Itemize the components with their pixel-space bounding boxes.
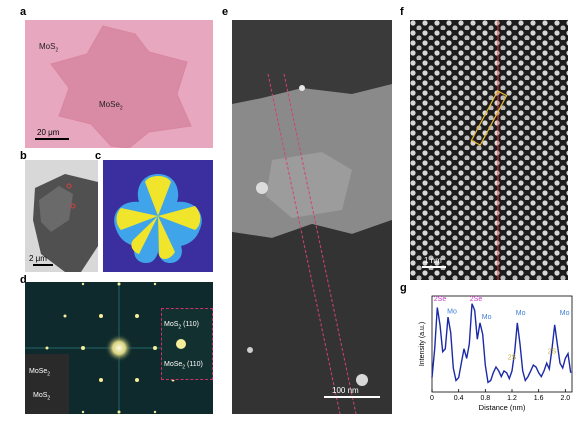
panel-e-stem-image: 100 nm bbox=[232, 20, 392, 414]
peak-annotation: Mo bbox=[516, 310, 526, 317]
x-tick-label: 0.4 bbox=[454, 395, 464, 402]
peak-annotation: 2S bbox=[548, 349, 557, 356]
peak-annotation: Mo bbox=[482, 314, 492, 321]
panel-f-haadf-image: 1 nm bbox=[410, 20, 568, 280]
peak-annotation: 2S bbox=[508, 354, 517, 361]
panel-c-schematic bbox=[103, 160, 213, 272]
panel-a-flake bbox=[50, 25, 192, 148]
panel-e-scale-bar bbox=[324, 396, 380, 398]
panel-d-lower-inset: MoSe2 MoS2 bbox=[25, 354, 69, 414]
panel-g-intensity-chart: 0 0.4 0.8 1.2 1.6 2.0 Distance (nm) Intensity (… bbox=[419, 295, 573, 412]
peak-annotation: 2Se bbox=[434, 296, 447, 303]
panel-label-c: c bbox=[95, 150, 102, 162]
panel-a-scale-label: 20 μm bbox=[37, 128, 60, 137]
y-axis-label: Intensity (a.u.) bbox=[419, 322, 426, 366]
panel-d-diffraction-pattern bbox=[25, 282, 213, 414]
panel-d-lower-mose2-label: MoSe2 bbox=[29, 368, 51, 378]
panel-label-e: e bbox=[222, 6, 229, 18]
plot-frame bbox=[431, 295, 573, 393]
panel-f-scale-bar bbox=[422, 266, 446, 268]
panel-d-lower-mos2-label: MoS2 bbox=[33, 392, 51, 402]
panel-f-scale-label: 1 nm bbox=[424, 256, 442, 265]
panel-d-inset-mos2-label: MoS2 (110) bbox=[164, 321, 199, 331]
panel-d-inset-box: MoS2 (110) MoSe2 (110) bbox=[161, 308, 213, 380]
panel-label-g: g bbox=[400, 282, 407, 294]
peak-annotation: Mo bbox=[447, 308, 457, 315]
panel-b-tem-image: 2 μm bbox=[25, 160, 98, 272]
panel-a-mos2-label: MoS2 bbox=[39, 42, 59, 54]
panel-e-domains bbox=[232, 20, 392, 414]
panel-d-inset-mose2-label: MoSe2 (110) bbox=[164, 361, 203, 371]
panel-e-scale-label: 100 nm bbox=[332, 386, 359, 395]
panel-d-inset-spot bbox=[176, 339, 186, 349]
peak-annotation: 2Se bbox=[470, 296, 483, 303]
panel-b-scale-label: 2 μm bbox=[29, 254, 47, 263]
panel-label-b: b bbox=[20, 150, 27, 162]
peak-annotation: Mo bbox=[560, 310, 570, 317]
panel-label-f: f bbox=[400, 6, 404, 18]
x-tick-label: 1.6 bbox=[534, 395, 544, 402]
intensity-series-line bbox=[431, 303, 572, 384]
x-tick-label: 0 bbox=[430, 395, 434, 402]
x-tick-label: 0.8 bbox=[480, 395, 490, 402]
panel-d-diffraction: MoS2 (110) MoSe2 (110) MoSe2 MoS2 bbox=[25, 282, 213, 414]
x-tick-label: 1.2 bbox=[507, 395, 517, 402]
panel-b-scale-bar bbox=[33, 264, 53, 266]
x-axis-label: Distance (nm) bbox=[479, 403, 526, 412]
panel-c-five-petal-schematic bbox=[114, 174, 202, 264]
panel-b-flake bbox=[33, 174, 98, 272]
panel-label-d: d bbox=[20, 274, 27, 286]
panel-label-a: a bbox=[20, 6, 27, 18]
panel-a-mose2-label: MoSe2 bbox=[99, 100, 123, 112]
panel-a-optical-image: MoS2 MoSe2 20 μm bbox=[25, 20, 213, 148]
x-tick-label: 2.0 bbox=[560, 395, 570, 402]
panel-a-scale-bar bbox=[35, 138, 69, 140]
panel-f-lattice bbox=[410, 20, 568, 280]
